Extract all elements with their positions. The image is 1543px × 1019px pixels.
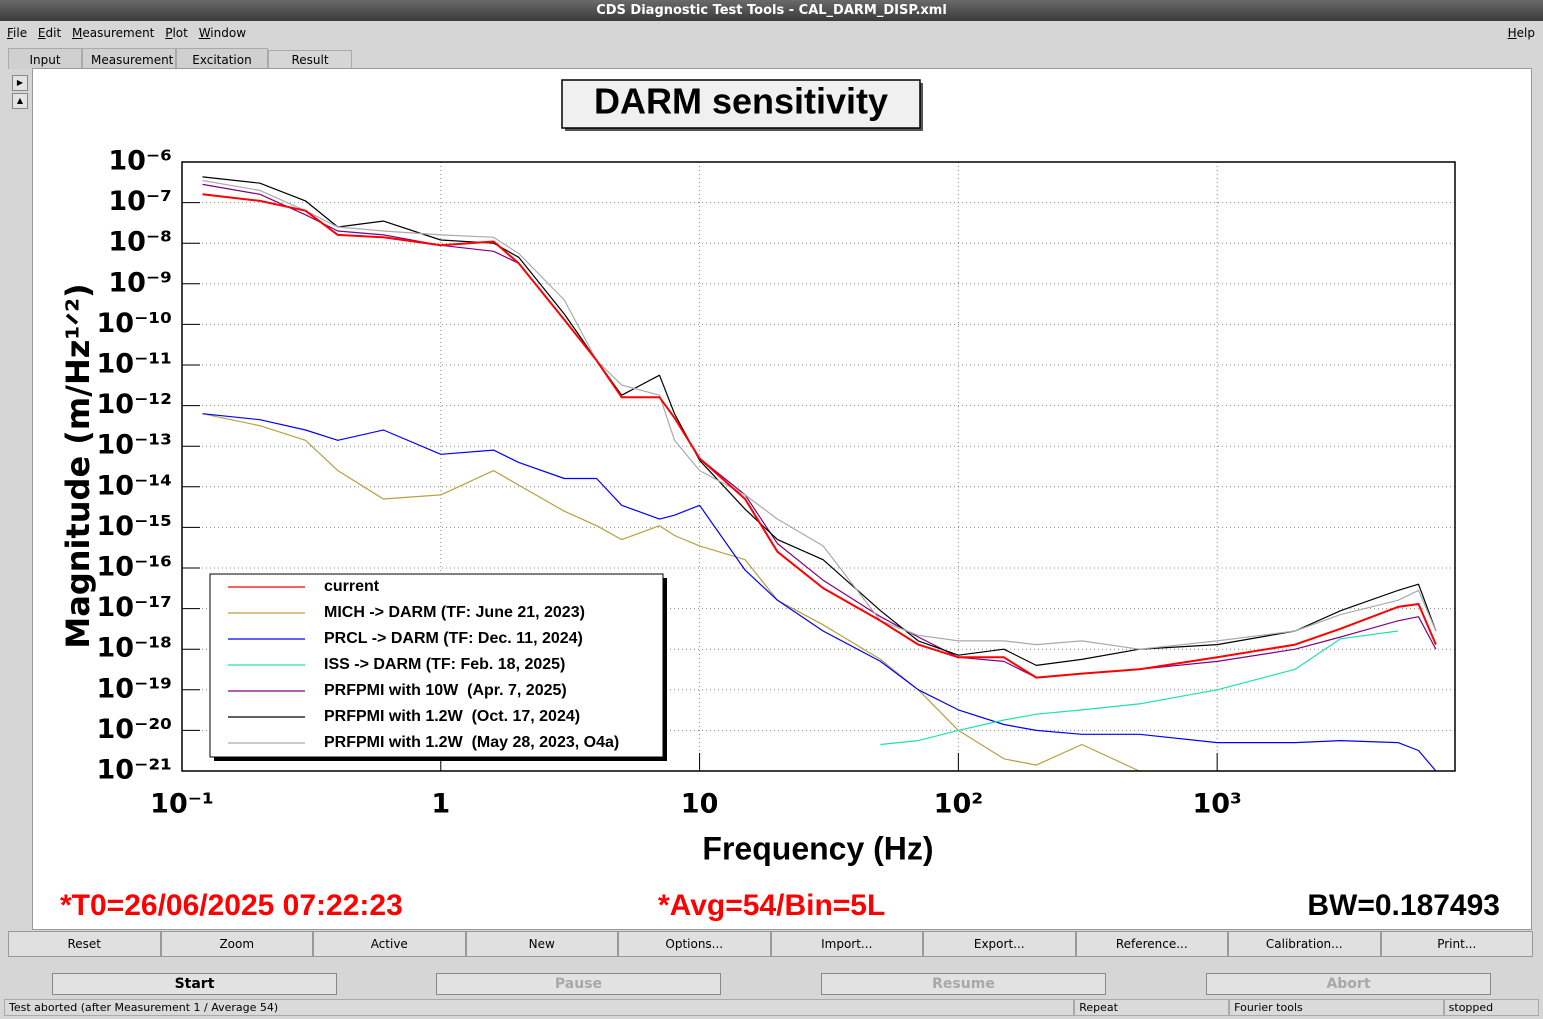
window-title: CDS Diagnostic Test Tools - CAL_DARM_DIS…	[596, 3, 947, 18]
x-tick-label: 1	[431, 789, 450, 820]
series-line	[202, 179, 1437, 650]
legend-label: PRFPMI with 1.2W (May 28, 2023, O4a)	[324, 734, 619, 751]
y-tick-label: 10⁻¹⁵	[97, 511, 172, 542]
menu-item[interactable]: File	[7, 26, 28, 40]
y-tick-label: 10⁻²⁰	[97, 714, 172, 745]
legend-label: PRCL -> DARM (TF: Dec. 11, 2024)	[324, 630, 583, 647]
title-bar: CDS Diagnostic Test Tools - CAL_DARM_DIS…	[0, 0, 1543, 21]
y-tick-label: 10⁻⁹	[108, 267, 172, 298]
menu-item[interactable]: Plot	[165, 26, 188, 40]
y-tick-label: 10⁻¹⁷	[97, 592, 172, 623]
avg-label: *Avg=54/Bin=5L	[658, 889, 885, 922]
tab-bar: Input Measurement Excitation Result	[8, 48, 352, 71]
toolbar-button[interactable]: Zoom	[160, 931, 313, 957]
y-tick-label: 10⁻¹¹	[97, 349, 172, 380]
control-button: Abort	[1206, 973, 1491, 995]
toolbar-button[interactable]: Calibration...	[1228, 931, 1381, 957]
tab[interactable]: Measurement	[82, 48, 176, 69]
x-axis-label: Frequency (Hz)	[702, 830, 933, 866]
control-button[interactable]: Start	[52, 973, 337, 995]
y-tick-label: 10⁻¹⁸	[97, 633, 172, 664]
menu-item[interactable]: Edit	[37, 26, 62, 40]
tab[interactable]: Input	[8, 48, 82, 69]
toolbar-button[interactable]: New	[465, 931, 618, 957]
legend-label: PRFPMI with 1.2W (Oct. 17, 2024)	[324, 708, 580, 725]
series-line	[202, 193, 1437, 679]
toolbar-button[interactable]: Options...	[618, 931, 771, 957]
t0-label: *T0=26/06/2025 07:22:23	[60, 889, 403, 922]
x-tick-label: 10⁻¹	[150, 789, 214, 820]
bw-label: BW=0.187493	[1307, 889, 1500, 922]
expand-button[interactable]: ▶	[12, 75, 28, 91]
status-field: stopped	[1443, 999, 1539, 1016]
y-tick-label: 10⁻¹⁰	[97, 308, 172, 339]
plot-frame	[181, 161, 1456, 772]
toolbar-button[interactable]: Reset	[8, 931, 161, 957]
y-tick-label: 10⁻¹⁹	[97, 673, 172, 704]
y-axis-label: Magnitude (m/Hz¹ᐟ²)	[59, 283, 97, 648]
y-tick-label: 10⁻¹³	[97, 430, 172, 461]
status-field: Test aborted (after Measurement 1 / Aver…	[4, 999, 1075, 1016]
x-tick-label: 10²	[934, 789, 983, 820]
toolbar-button[interactable]: Print...	[1380, 931, 1533, 957]
control-button: Pause	[436, 973, 721, 995]
toolbar-button[interactable]: Import...	[770, 931, 923, 957]
chart-title: DARM sensitivity	[594, 81, 888, 122]
series-line	[880, 630, 1399, 746]
toolbar-button[interactable]: Export...	[923, 931, 1076, 957]
y-tick-label: 10⁻⁶	[108, 146, 172, 177]
y-tick-label: 10⁻⁷	[108, 186, 172, 217]
legend-label: current	[324, 578, 380, 595]
status-field: Fourier tools	[1229, 999, 1444, 1016]
status-field: Repeat	[1074, 999, 1230, 1016]
y-tick-label: 10⁻¹²	[97, 389, 172, 420]
status-bar: Test aborted (after Measurement 1 / Aver…	[4, 999, 1539, 1016]
collapse-button[interactable]: ▲	[12, 93, 28, 109]
control-button: Resume	[821, 973, 1106, 995]
toolbar: Reset Zoom Active New Options... Import... Exp…	[8, 931, 1533, 957]
x-tick-label: 10	[681, 789, 719, 820]
tab[interactable]: Excitation	[176, 48, 268, 69]
y-tick-label: 10⁻⁸	[108, 227, 172, 258]
y-tick-label: 10⁻¹⁶	[97, 552, 172, 583]
toolbar-button[interactable]: Active	[313, 931, 466, 957]
title-box	[561, 79, 921, 129]
help-menu[interactable]: Help	[1507, 26, 1535, 40]
menu-item[interactable]: Measurement	[72, 26, 155, 40]
legend-label: MICH -> DARM (TF: June 21, 2023)	[324, 604, 585, 621]
menu-bar: File Edit Measurement Plot Window Help	[0, 22, 1543, 44]
tab[interactable]: Result	[268, 50, 352, 71]
menu-item[interactable]: Window	[198, 26, 247, 40]
legend-label: ISS -> DARM (TF: Feb. 18, 2025)	[324, 656, 565, 673]
series-line	[202, 413, 1437, 772]
legend-label: PRFPMI with 10W (Apr. 7, 2025)	[324, 682, 567, 699]
y-tick-label: 10⁻²¹	[97, 755, 172, 786]
series-line	[202, 413, 1140, 772]
chart: DARM sensitivity Frequency (Hz) Magnitud…	[59, 79, 1500, 922]
toolbar-button[interactable]: Reference...	[1075, 931, 1228, 957]
y-tick-label: 10⁻¹⁴	[97, 470, 172, 501]
x-tick-label: 10³	[1192, 789, 1241, 820]
